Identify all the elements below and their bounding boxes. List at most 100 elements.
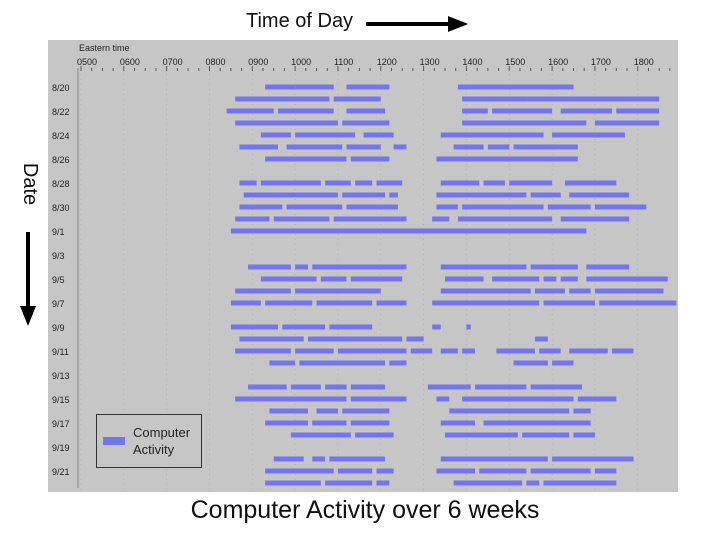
activity-bar (530, 384, 583, 390)
legend-label: Computer Activity (133, 425, 191, 457)
activity-bar (462, 108, 488, 114)
activity-bar (230, 228, 587, 234)
activity-bar (290, 432, 351, 438)
activity-bar (329, 324, 373, 330)
y-tick-label: 9/13 (52, 371, 70, 381)
activity-bar (440, 264, 527, 270)
activity-bar (265, 84, 296, 90)
activity-bar (492, 108, 553, 114)
activity-bar (543, 480, 617, 486)
activity-bar (612, 348, 634, 354)
activity-bar (350, 276, 403, 282)
activity-bar (436, 468, 475, 474)
activity-bar (376, 180, 403, 186)
activity-bar (273, 216, 330, 222)
x-tick-label: 1700 (591, 57, 611, 67)
activity-bar (376, 468, 394, 474)
activity-bar (547, 204, 591, 210)
activity-bar (325, 180, 351, 186)
activity-bar (530, 468, 591, 474)
activity-bar (449, 408, 570, 414)
activity-bar (235, 348, 291, 354)
activity-bar (466, 324, 471, 330)
activity-bar (282, 324, 326, 330)
activity-bar (260, 180, 321, 186)
activity-bar (260, 132, 291, 138)
x-tick-label: 0900 (248, 57, 268, 67)
x-tick-label: 0600 (120, 57, 140, 67)
activity-bar (307, 336, 403, 342)
activity-bar (509, 180, 553, 186)
activity-bar (487, 144, 510, 150)
activity-bar (269, 408, 308, 414)
activity-bar (552, 132, 625, 138)
activity-bar (333, 216, 407, 222)
x-tick-label: 1100 (334, 57, 353, 67)
activity-bar (346, 84, 390, 90)
activity-bar (483, 420, 591, 426)
activity-bar (406, 336, 424, 342)
activity-bar (235, 288, 291, 294)
activity-bar (235, 96, 330, 102)
activity-bar (539, 348, 561, 354)
activity-bar (560, 108, 613, 114)
activity-bar (295, 132, 356, 138)
activity-bar (436, 204, 458, 210)
activity-bar (239, 336, 304, 342)
activity-bar (513, 144, 578, 150)
activity-bar (286, 144, 343, 150)
y-tick-label: 9/15 (52, 395, 70, 405)
activity-bar (526, 480, 540, 486)
activity-bar (513, 360, 548, 366)
activity-bar (337, 348, 407, 354)
activity-bar (248, 384, 287, 390)
activity-bar (436, 396, 450, 402)
activity-bar (342, 408, 390, 414)
activity-bar (479, 468, 527, 474)
y-tick-label: 9/21 (52, 467, 70, 477)
activity-bar (363, 132, 394, 138)
activity-bar (530, 192, 561, 198)
time-of-day-label: Time of Day (246, 10, 354, 32)
activity-bar (342, 120, 390, 126)
activity-bar (427, 384, 471, 390)
activity-bar (230, 324, 278, 330)
activity-bar (440, 180, 480, 186)
activity-bar (616, 108, 660, 114)
activity-bar (522, 432, 570, 438)
activity-bar (286, 204, 343, 210)
activity-bar (320, 276, 347, 282)
activity-bar (462, 396, 574, 402)
activity-bar (226, 108, 274, 114)
activity-bar (329, 456, 386, 462)
activity-bar (350, 420, 390, 426)
x-tick-label: 0500 (77, 57, 97, 67)
activity-bar (569, 348, 608, 354)
activity-bar (492, 276, 540, 282)
activity-bar (543, 300, 595, 306)
activity-bar (432, 216, 450, 222)
activity-bar (462, 96, 527, 102)
y-tick-label: 9/3 (52, 251, 65, 261)
activity-bar (462, 120, 587, 126)
x-tick-label: 0800 (205, 57, 225, 67)
activity-bar (235, 216, 270, 222)
activity-bar (534, 288, 565, 294)
activity-bar (260, 276, 317, 282)
activity-bar (530, 264, 578, 270)
activity-bar (475, 384, 527, 390)
activity-bar (265, 480, 321, 486)
y-tick-label: 9/19 (52, 443, 70, 453)
activity-bar (445, 432, 518, 438)
activity-bar (440, 132, 544, 138)
activity-bar (432, 324, 441, 330)
legend-swatch (103, 437, 125, 445)
activity-bar (346, 204, 398, 210)
activity-bar (325, 384, 347, 390)
activity-bar (269, 360, 296, 366)
activity-bar (599, 300, 677, 306)
activity-bar (316, 300, 373, 306)
activity-bar (355, 180, 373, 186)
activity-bar (462, 348, 475, 354)
activity-bar (248, 264, 291, 270)
